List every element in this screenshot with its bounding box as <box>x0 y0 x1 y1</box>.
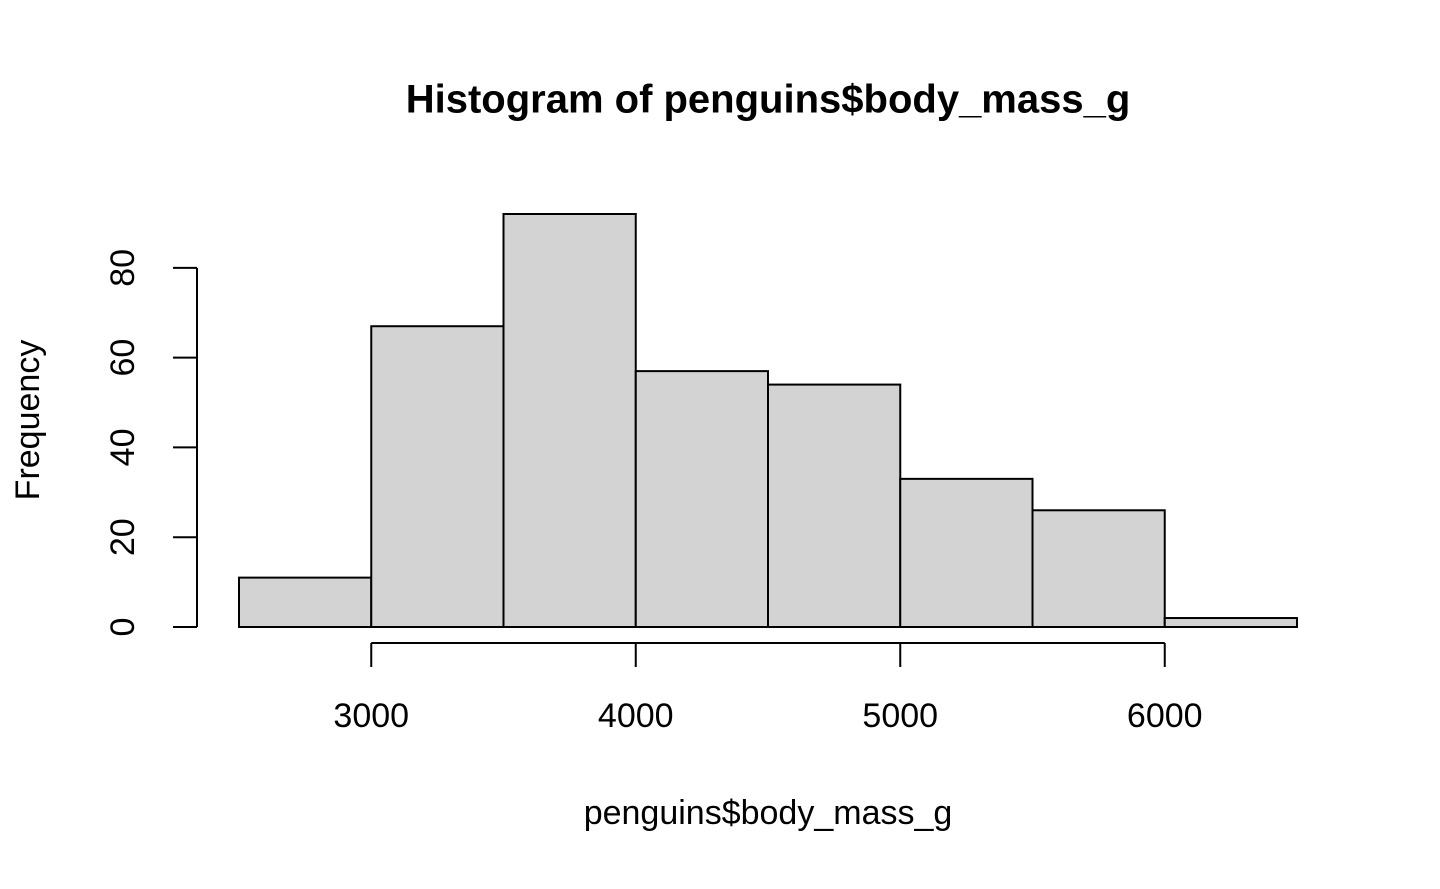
bar <box>634 370 769 628</box>
y-tick-label: 80 <box>104 249 142 287</box>
bar <box>767 383 902 628</box>
x-axis-label: penguins$body_mass_g <box>584 794 953 832</box>
chart-title: Histogram of penguins$body_mass_g <box>406 78 1131 122</box>
y-tick-label: 40 <box>104 429 142 467</box>
bar <box>370 325 505 628</box>
y-axis-label: Frequency <box>9 340 47 501</box>
y-tick-label: 60 <box>104 339 142 377</box>
bar <box>1163 617 1298 628</box>
bar <box>899 477 1034 629</box>
y-tick-label: 0 <box>104 618 142 637</box>
y-tick-label: 20 <box>104 518 142 556</box>
x-tick-label: 6000 <box>1127 697 1203 735</box>
x-tick-label: 3000 <box>333 697 409 735</box>
bar <box>1031 509 1166 629</box>
bar <box>502 213 637 628</box>
bar <box>238 576 373 629</box>
x-tick-label: 5000 <box>862 697 938 735</box>
x-tick-label: 4000 <box>598 697 674 735</box>
